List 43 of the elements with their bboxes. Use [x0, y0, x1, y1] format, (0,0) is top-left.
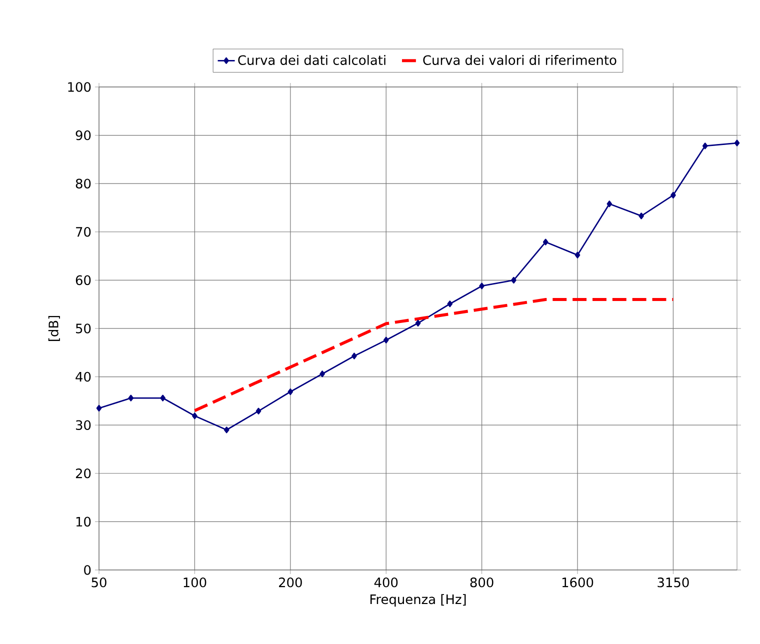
y-tick-label: 90 [76, 130, 91, 140]
x-axis-title: Frequenza [Hz] [370, 594, 466, 607]
y-tick-label: 10 [76, 516, 91, 527]
point [96, 404, 102, 412]
point [224, 426, 230, 434]
legend-label: Curva dei valori di riferimento [423, 54, 616, 66]
x-tick-label: 3150 [658, 578, 689, 588]
y-tick-label: 50 [76, 324, 91, 334]
point [574, 252, 580, 258]
y-tick-label: 40 [76, 372, 91, 382]
point [192, 412, 198, 420]
point [606, 200, 612, 208]
y-tick-label: 100 [68, 82, 91, 92]
legend-label: Curva dei dati calcolati [238, 54, 386, 66]
point [734, 140, 740, 146]
x-tick-label: 50 [92, 578, 106, 588]
y-axis-title: [dB] [48, 316, 60, 341]
point [542, 238, 548, 246]
y-tick-label: 30 [76, 420, 91, 430]
x-tick-label: 100 [184, 578, 206, 588]
x-tick-label: 400 [374, 578, 398, 588]
point [638, 212, 644, 220]
point [511, 276, 516, 284]
point [288, 388, 294, 396]
y-tick-label: 0 [84, 565, 91, 575]
point [320, 370, 325, 378]
point [383, 336, 389, 344]
point [447, 300, 453, 308]
point [702, 142, 708, 150]
point [479, 282, 484, 290]
point [256, 408, 262, 414]
point [415, 320, 421, 326]
x-tick-label: 200 [279, 578, 302, 588]
x-tick-label: 800 [470, 578, 494, 588]
y-tick-label: 70 [76, 226, 91, 237]
y-tick-label: 80 [76, 178, 91, 188]
point [352, 352, 357, 360]
x-tick-label: 1600 [562, 578, 594, 588]
point [160, 394, 166, 402]
point [128, 394, 134, 402]
point [670, 192, 676, 198]
y-tick-label: 60 [76, 275, 91, 286]
y-tick-label: 20 [76, 468, 91, 478]
